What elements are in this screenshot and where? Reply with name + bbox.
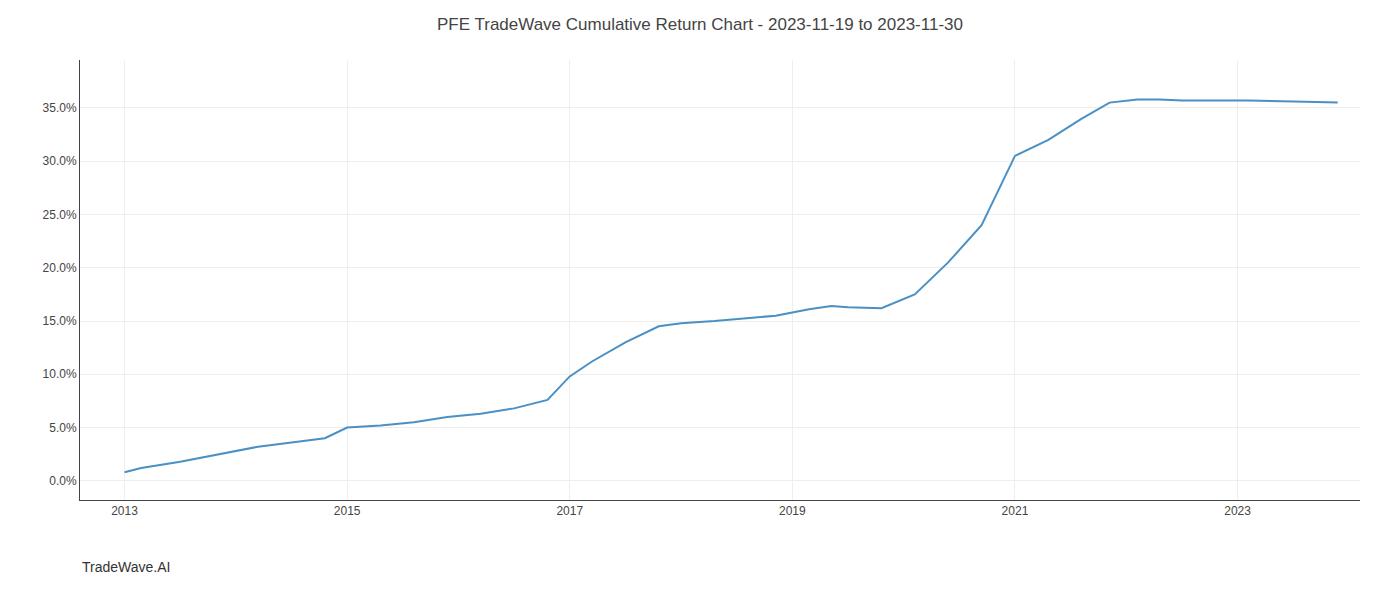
svg-text:2019: 2019: [779, 504, 806, 518]
svg-text:0.0%: 0.0%: [49, 474, 77, 488]
svg-text:2023: 2023: [1224, 504, 1251, 518]
svg-text:2017: 2017: [556, 504, 583, 518]
svg-text:10.0%: 10.0%: [43, 367, 77, 381]
svg-text:20.0%: 20.0%: [43, 261, 77, 275]
svg-text:TradeWave.AI: TradeWave.AI: [82, 559, 170, 575]
svg-text:5.0%: 5.0%: [49, 421, 77, 435]
svg-text:15.0%: 15.0%: [43, 314, 77, 328]
svg-text:2015: 2015: [334, 504, 361, 518]
svg-text:25.0%: 25.0%: [43, 208, 77, 222]
svg-text:2013: 2013: [111, 504, 138, 518]
svg-text:35.0%: 35.0%: [43, 101, 77, 115]
svg-text:PFE TradeWave Cumulative Retur: PFE TradeWave Cumulative Return Chart - …: [437, 15, 963, 34]
svg-text:2021: 2021: [1002, 504, 1029, 518]
svg-text:30.0%: 30.0%: [43, 154, 77, 168]
